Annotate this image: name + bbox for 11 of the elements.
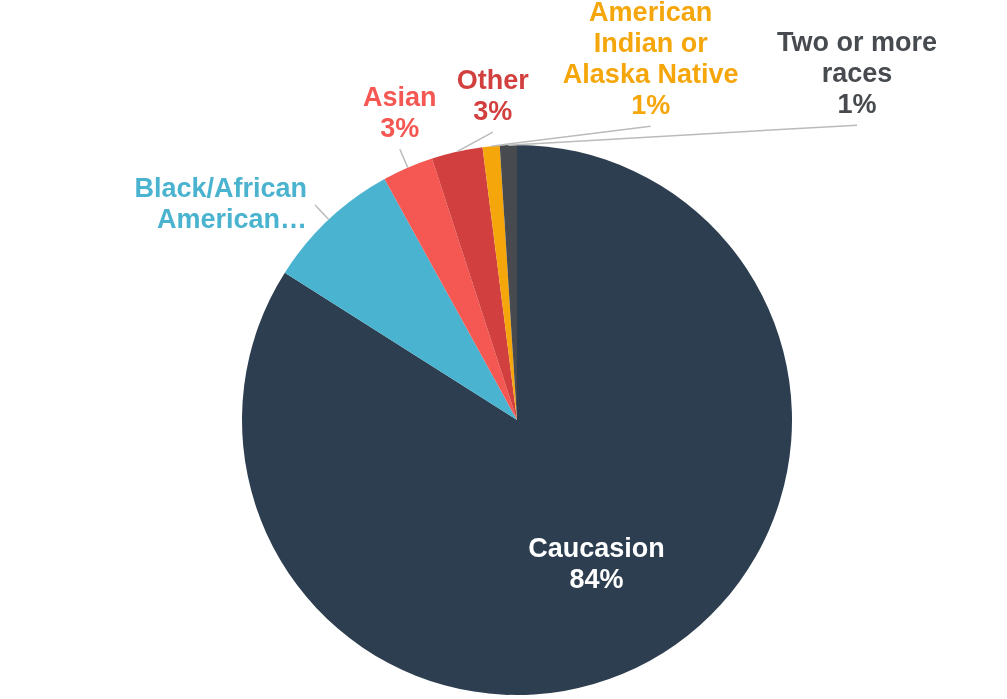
data-label: 3%: [380, 113, 420, 144]
data-label: 1%: [837, 89, 877, 120]
data-label: 1%: [631, 90, 671, 121]
slice-label: Two or more races: [777, 27, 938, 89]
data-label: 84%: [569, 564, 624, 595]
slice-label: Asian: [363, 82, 437, 113]
slice-label: Black/African American…: [134, 173, 308, 235]
slice-label: Caucasion: [528, 533, 665, 564]
data-label: 3%: [473, 96, 513, 127]
slice-label: American Indian or Alaska Native: [562, 0, 739, 90]
slice-label: Other: [456, 65, 530, 96]
